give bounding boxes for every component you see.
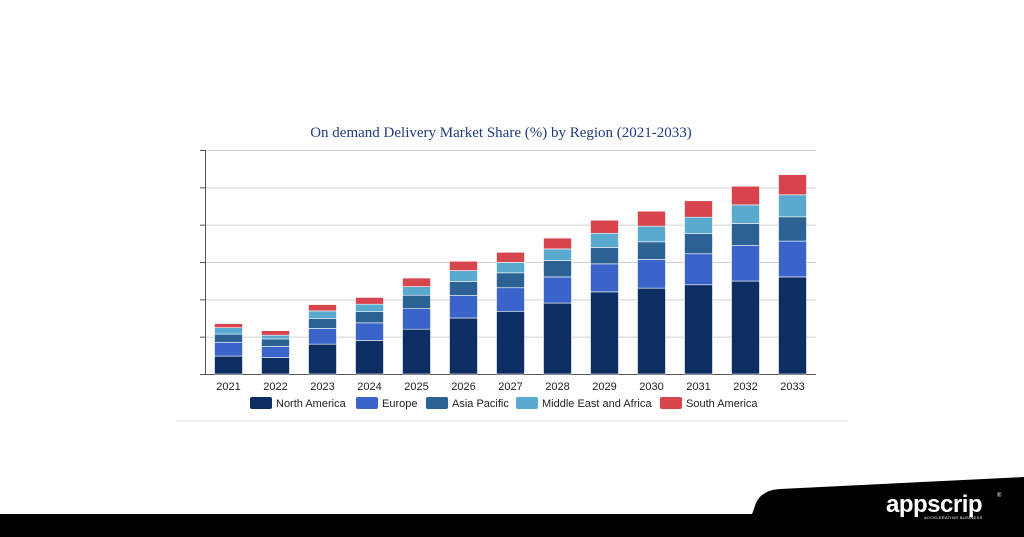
legend-swatch (426, 397, 448, 409)
legend-item: Europe (356, 397, 417, 410)
legend-swatch (516, 397, 538, 409)
x-tick-label: 2030 (639, 381, 663, 393)
chart-title: On demand Delivery Market Share (%) by R… (310, 125, 692, 141)
bar-segment (449, 317, 478, 375)
x-tick-label: 2026 (451, 381, 475, 393)
brand-name: appscrip (886, 491, 983, 518)
bar-segment (543, 302, 572, 375)
bar-segment (543, 237, 572, 250)
x-tick-label: 2032 (733, 381, 757, 393)
y-axis (200, 150, 816, 375)
bar-segment (590, 291, 619, 375)
bar-segment (590, 263, 619, 293)
legend-item: Middle East and Africa (516, 397, 652, 410)
x-tick-label: 2028 (545, 381, 569, 393)
legend-swatch (660, 397, 682, 409)
bar-segment (308, 343, 337, 375)
bar-segment (731, 280, 760, 375)
x-tick-label: 2021 (216, 381, 240, 393)
bar-segment (355, 297, 384, 305)
legend-item: South America (660, 397, 758, 410)
legend-label: Europe (382, 398, 417, 410)
bar-segment (496, 251, 525, 263)
bar-segment (637, 287, 666, 375)
legend-label: South America (686, 398, 758, 410)
brand-registered-mark: ® (997, 493, 1002, 499)
bar-segment (778, 216, 807, 242)
legend-label: North America (276, 398, 347, 410)
x-tick-label: 2024 (357, 381, 381, 393)
bar-segment (637, 210, 666, 227)
legend-label: Middle East and Africa (542, 398, 652, 410)
bar-segment (684, 284, 713, 375)
x-tick-label: 2029 (592, 381, 616, 393)
bar-segment (308, 304, 337, 312)
bar-segment (355, 340, 384, 375)
x-tick-label: 2027 (498, 381, 522, 393)
bar-segment (496, 310, 525, 375)
bar-segment (590, 219, 619, 234)
bar-segment (731, 245, 760, 282)
bar-segment (214, 323, 243, 329)
bar-segment (778, 174, 807, 196)
legend: North America Europe Asia Pacific Middle Ea… (250, 397, 758, 410)
legend-swatch (356, 397, 378, 409)
legend-label: Asia Pacific (452, 398, 509, 410)
legend-swatch (250, 397, 272, 409)
bar-segment (402, 277, 431, 287)
x-tick-label: 2033 (780, 381, 804, 393)
legend-item: North America (250, 397, 347, 410)
x-axis-labels: 2021 2022 2023 2024 2025 2026 2027 2028 2029 2030… (216, 381, 804, 393)
bar-segment (261, 330, 290, 336)
x-tick-label: 2031 (686, 381, 710, 393)
bar-segment (731, 185, 760, 206)
x-tick-label: 2022 (263, 381, 287, 393)
brand-tagline: ACCELERATING BUSINESS (924, 515, 983, 520)
brand-logo: appscrip ® ACCELERATING BUSINESS (886, 493, 1006, 523)
bars (214, 174, 807, 375)
x-tick-label: 2023 (310, 381, 334, 393)
bar-segment (449, 260, 478, 271)
bar-segment (684, 200, 713, 218)
bar-segment (778, 276, 807, 375)
legend-item: Asia Pacific (426, 397, 509, 410)
x-tick-label: 2025 (404, 381, 428, 393)
bar-segment (402, 328, 431, 375)
bar-segment (543, 276, 572, 304)
bar-segment (637, 259, 666, 289)
